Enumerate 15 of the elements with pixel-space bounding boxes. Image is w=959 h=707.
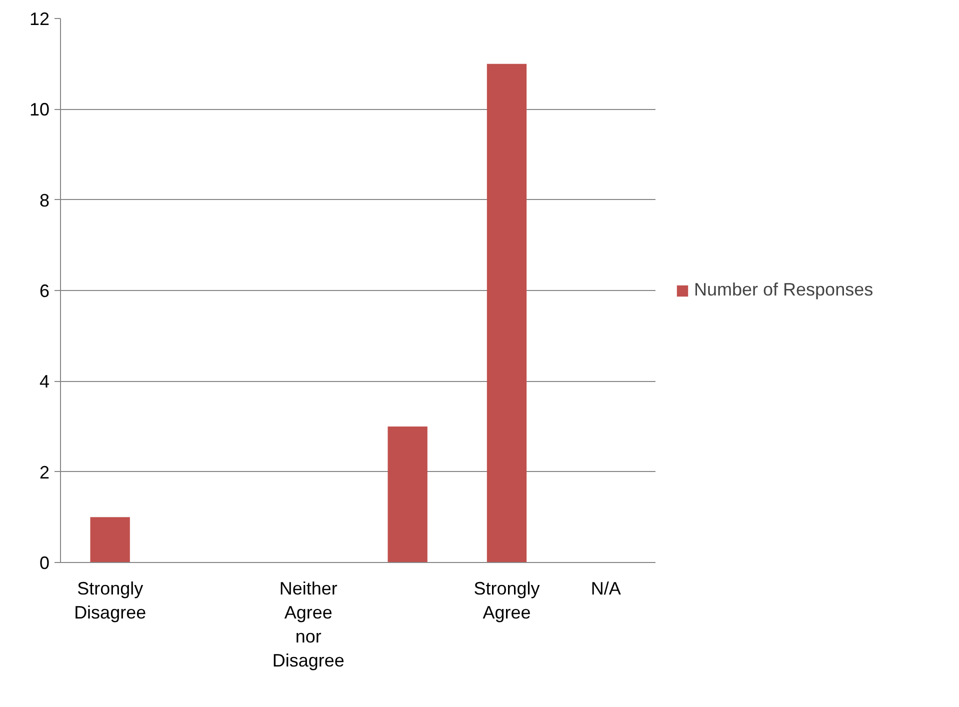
x-tick-label: Strongly Agree <box>474 578 540 622</box>
bar <box>90 517 130 562</box>
y-tick-label: 2 <box>39 462 50 482</box>
bar <box>486 64 527 562</box>
x-tick-label: Strongly Disagree <box>74 578 146 622</box>
y-tick-label: 12 <box>29 9 50 29</box>
x-tick-label: Neither Agree nor Disagree <box>272 578 344 670</box>
bar <box>388 426 428 562</box>
y-tick-label: 10 <box>29 100 50 120</box>
y-tick-label: 8 <box>39 190 50 210</box>
y-tick-label: 6 <box>39 281 50 301</box>
y-tick-label: 0 <box>39 553 50 573</box>
x-tick-label: N/A <box>590 578 621 598</box>
y-tick-label: 4 <box>39 372 50 392</box>
legend-label: Number of Responses <box>694 280 874 300</box>
